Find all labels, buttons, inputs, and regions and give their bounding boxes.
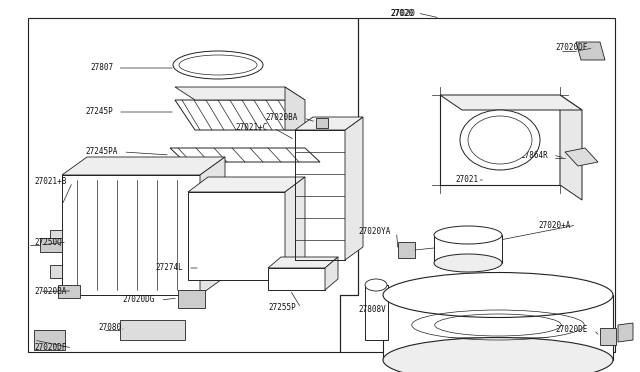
Polygon shape — [365, 285, 388, 340]
Text: 27245P: 27245P — [85, 108, 113, 116]
Polygon shape — [58, 285, 80, 298]
Polygon shape — [440, 95, 560, 185]
Polygon shape — [175, 100, 305, 130]
Polygon shape — [295, 117, 363, 130]
Polygon shape — [62, 175, 200, 295]
Text: 27020DF: 27020DF — [555, 44, 588, 52]
Ellipse shape — [434, 254, 502, 272]
Text: 27021+B: 27021+B — [34, 177, 67, 186]
Polygon shape — [434, 235, 502, 263]
Text: 27021+C: 27021+C — [235, 124, 268, 132]
Polygon shape — [316, 118, 328, 128]
Polygon shape — [398, 242, 415, 258]
Text: J27001S3: J27001S3 — [573, 359, 610, 368]
Polygon shape — [62, 157, 225, 175]
Polygon shape — [440, 95, 582, 110]
Polygon shape — [285, 87, 305, 130]
Polygon shape — [170, 148, 320, 162]
Polygon shape — [285, 177, 305, 280]
Ellipse shape — [460, 110, 540, 170]
Ellipse shape — [179, 55, 257, 75]
Text: 27864R: 27864R — [520, 151, 548, 160]
Polygon shape — [40, 238, 62, 252]
Polygon shape — [560, 95, 582, 200]
Text: 27807: 27807 — [90, 64, 113, 73]
Text: 27274L: 27274L — [155, 263, 183, 273]
Text: 27020BA: 27020BA — [265, 113, 298, 122]
Text: 27020BA: 27020BA — [34, 286, 67, 295]
Text: 27020: 27020 — [390, 9, 415, 17]
Text: 27080: 27080 — [98, 324, 121, 333]
Text: 27020DE: 27020DE — [555, 326, 588, 334]
Polygon shape — [120, 320, 185, 340]
Ellipse shape — [173, 51, 263, 79]
Polygon shape — [383, 295, 613, 360]
Polygon shape — [188, 192, 285, 280]
Polygon shape — [34, 330, 65, 350]
Polygon shape — [268, 257, 338, 268]
Text: 27021: 27021 — [455, 176, 478, 185]
Polygon shape — [345, 117, 363, 260]
Polygon shape — [50, 230, 62, 245]
Text: 27020: 27020 — [390, 9, 413, 17]
Polygon shape — [576, 42, 605, 60]
Ellipse shape — [468, 116, 532, 164]
Text: 27020DG: 27020DG — [122, 295, 154, 305]
Polygon shape — [618, 323, 633, 342]
Text: 27020YA: 27020YA — [358, 228, 390, 237]
Text: 27255P: 27255P — [268, 304, 296, 312]
Ellipse shape — [383, 273, 613, 317]
Polygon shape — [600, 328, 616, 345]
Polygon shape — [325, 257, 338, 290]
Ellipse shape — [434, 226, 502, 244]
Ellipse shape — [383, 337, 613, 372]
Polygon shape — [175, 87, 305, 100]
Polygon shape — [188, 177, 305, 192]
Ellipse shape — [365, 279, 387, 291]
Text: 27808V: 27808V — [358, 305, 386, 314]
Polygon shape — [565, 148, 598, 166]
Text: 27020+A: 27020+A — [538, 221, 570, 230]
Polygon shape — [268, 268, 325, 290]
Polygon shape — [200, 157, 225, 295]
Text: 27250Q: 27250Q — [34, 237, 61, 247]
Polygon shape — [50, 265, 62, 278]
Text: 27020DF: 27020DF — [34, 343, 67, 353]
Polygon shape — [178, 290, 205, 308]
Text: 27021+A: 27021+A — [538, 305, 570, 314]
Text: 27245PA: 27245PA — [85, 148, 117, 157]
